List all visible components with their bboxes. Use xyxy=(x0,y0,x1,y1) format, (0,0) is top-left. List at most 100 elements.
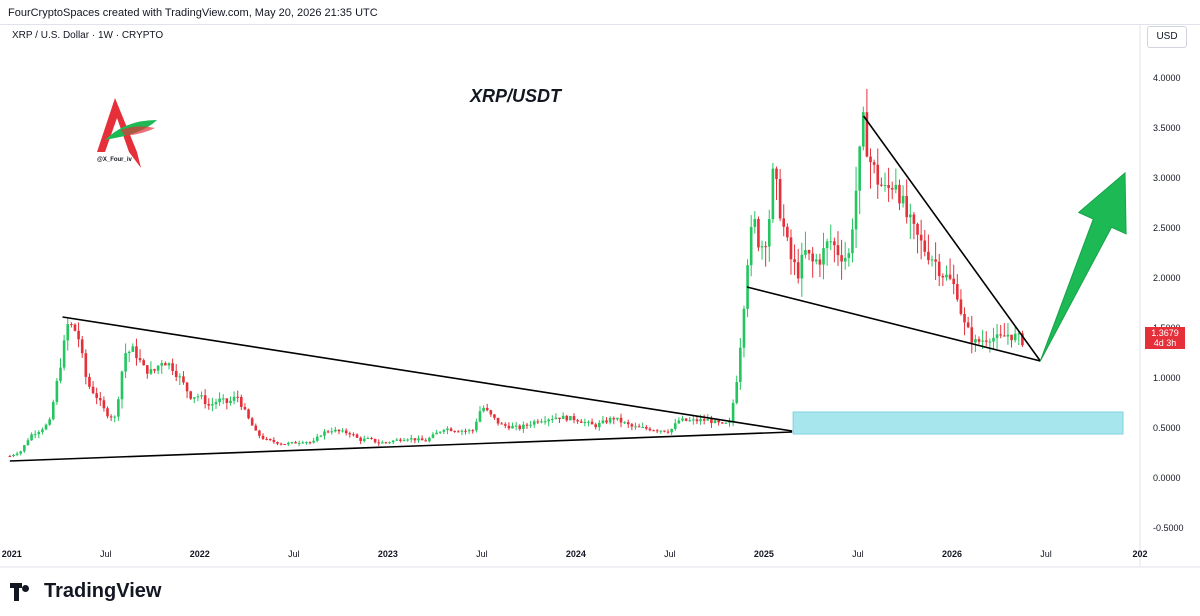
candle-body xyxy=(778,179,782,219)
candle-body xyxy=(207,404,211,406)
candle-body xyxy=(265,438,268,440)
candle-body xyxy=(323,431,326,436)
candle-body xyxy=(232,396,236,401)
candle-body xyxy=(807,250,811,254)
candle-body xyxy=(518,425,522,429)
candle-body xyxy=(30,434,33,441)
candle-body xyxy=(739,347,742,382)
candle-body xyxy=(1006,334,1010,337)
candle-body xyxy=(594,424,597,428)
candle-body xyxy=(536,421,540,423)
candle-body xyxy=(294,442,297,444)
candle-body xyxy=(814,259,818,262)
lower-triangle-line xyxy=(9,431,793,462)
candle-body xyxy=(724,422,728,424)
candle-body xyxy=(829,241,833,243)
candle-body xyxy=(634,426,637,428)
candle-body xyxy=(605,420,608,423)
candle-body xyxy=(587,421,590,423)
candle-body xyxy=(485,407,489,411)
current-price: 1.3679 xyxy=(1151,328,1179,338)
candle-body xyxy=(937,261,941,276)
upper-triangle-line xyxy=(62,316,793,432)
candle-body xyxy=(984,340,988,342)
candle-body xyxy=(576,420,579,422)
candle-body xyxy=(963,313,966,323)
candle-body xyxy=(59,367,62,381)
tradingview-brand: TradingView xyxy=(44,580,162,602)
candle-body xyxy=(250,418,254,426)
candle-body xyxy=(561,415,565,420)
candle-body xyxy=(446,428,449,431)
candle-body xyxy=(62,340,66,368)
x-tick-label: Jul xyxy=(1040,549,1052,559)
candle-body xyxy=(916,223,919,235)
candle-body xyxy=(825,241,829,249)
candle-body xyxy=(88,376,91,387)
projection-arrow xyxy=(1039,171,1127,362)
candle-body xyxy=(836,245,840,256)
candle-body xyxy=(145,365,149,374)
candle-body xyxy=(138,358,142,361)
candle-body xyxy=(959,299,963,314)
candle-body xyxy=(80,339,84,354)
candle-body xyxy=(583,422,587,424)
candle-body xyxy=(659,430,663,432)
candle-body xyxy=(127,351,131,354)
candle-body xyxy=(449,428,453,432)
y-tick-label: 0.5000 xyxy=(1153,423,1181,433)
candle-body xyxy=(370,437,373,439)
candle-body xyxy=(883,185,887,187)
candle-body xyxy=(572,416,576,421)
candle-body xyxy=(507,425,511,429)
x-tick-label: Jul xyxy=(476,549,488,559)
candle-body xyxy=(547,419,550,422)
symbol-title[interactable]: XRP / U.S. Dollar · 1W · CRYPTO xyxy=(12,30,164,41)
candle-body xyxy=(189,391,192,399)
candle-body xyxy=(406,439,409,441)
currency-button[interactable]: USD xyxy=(1147,26,1187,48)
candle-body xyxy=(630,424,634,427)
candle-body xyxy=(366,437,370,439)
wedge-upper-line xyxy=(862,115,1041,362)
candle-body xyxy=(1013,333,1017,341)
candle-body xyxy=(200,395,203,397)
candle-body xyxy=(290,442,294,444)
candle-body xyxy=(894,184,898,190)
candle-body xyxy=(551,419,554,421)
candle-body xyxy=(511,426,514,429)
candle-body xyxy=(793,259,796,263)
chart-title: XRP/USDT xyxy=(470,86,562,106)
candle-body xyxy=(37,432,41,435)
candle-body xyxy=(710,419,713,424)
candle-body xyxy=(782,218,786,227)
candle-body xyxy=(645,426,648,429)
candle-body xyxy=(41,429,44,433)
candle-body xyxy=(355,434,359,438)
candle-body xyxy=(211,404,214,406)
candle-body xyxy=(348,433,352,435)
candle-body xyxy=(909,214,912,218)
candle-body xyxy=(77,330,80,340)
candle-body xyxy=(344,430,348,434)
candle-body xyxy=(196,396,200,398)
candle-body xyxy=(409,438,413,440)
candle-body xyxy=(428,437,431,442)
candle-body xyxy=(1010,334,1013,341)
candle-body xyxy=(887,185,890,189)
candle-body xyxy=(861,112,865,147)
candle-body xyxy=(420,438,424,441)
x-tick-label: Jul xyxy=(852,549,864,559)
candle-body xyxy=(952,278,955,285)
candle-body xyxy=(106,408,109,417)
candle-body xyxy=(767,219,771,247)
candle-body xyxy=(341,430,344,432)
candle-body xyxy=(558,417,561,420)
candle-body xyxy=(460,430,464,432)
y-tick-label: 0.0000 xyxy=(1153,473,1181,483)
tradingview-logo[interactable]: TradingView xyxy=(10,580,161,603)
candle-body xyxy=(388,442,391,444)
x-tick-label: 2025 xyxy=(754,549,774,559)
candle-body xyxy=(742,308,746,348)
